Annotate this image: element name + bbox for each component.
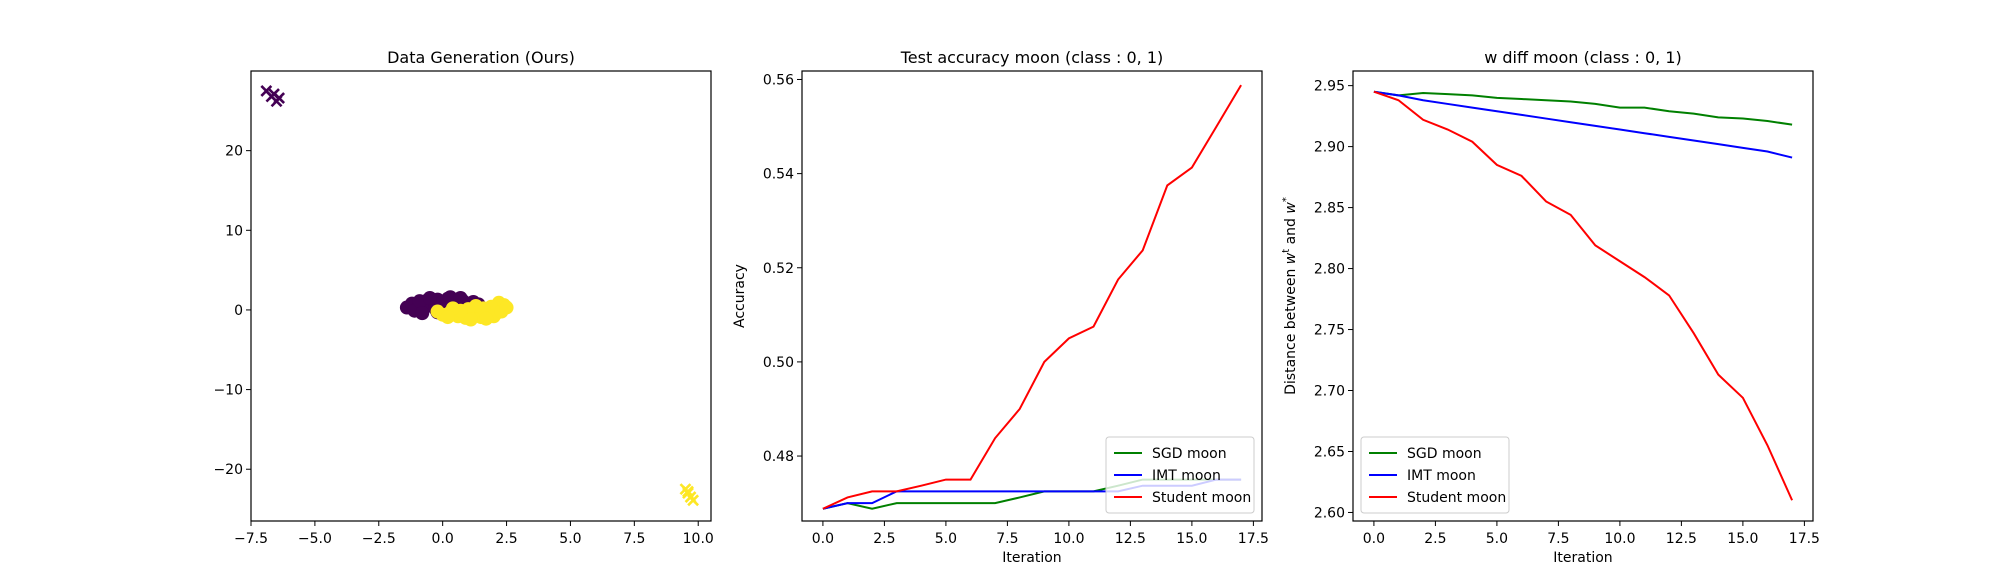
axes-frame <box>801 70 1263 522</box>
x-tick-label: 12.5 <box>1666 531 1697 547</box>
y-tick-label: −20 <box>213 462 243 478</box>
x-tick-label: 7.5 <box>1547 531 1569 547</box>
y-tick-label: 0.56 <box>763 72 794 88</box>
legend: SGD moon IMT moon Student moon <box>1105 436 1255 514</box>
x-tick-label: −5.0 <box>298 531 332 547</box>
y-tick-label: −10 <box>213 383 243 399</box>
y-tick-label: 0.54 <box>763 167 794 183</box>
axes-frame <box>1352 70 1814 522</box>
legend-box <box>1360 436 1510 514</box>
scatter-x-point <box>687 494 700 507</box>
legend-label: IMT moon <box>1407 468 1476 484</box>
x-tick-label: 15.0 <box>1727 531 1758 547</box>
chart-title: Data Generation (Ours) <box>387 48 575 67</box>
y-axis-label: Distance between wt and w* <box>1281 197 1299 395</box>
x-axis-label: Iteration <box>1553 550 1612 566</box>
scatter-point <box>479 311 494 326</box>
scatter-point <box>415 306 430 321</box>
y-tick-label: 0.48 <box>763 449 794 465</box>
y-tick-label: 2.75 <box>1314 323 1345 339</box>
x-tick-label: 10.0 <box>683 531 714 547</box>
series-line-student-moon <box>1373 90 1794 501</box>
series-line-sgd-moon <box>1373 90 1793 126</box>
legend-box <box>1105 436 1255 514</box>
x-tick-label: 10.0 <box>1604 531 1635 547</box>
scatter-point <box>463 312 478 327</box>
scatter-x-point <box>268 88 280 101</box>
x-axis-label: Iteration <box>1002 550 1061 566</box>
x-tick-label: 0.0 <box>812 531 834 547</box>
x-tick-label: 7.5 <box>623 531 645 547</box>
legend-label: SGD moon <box>1152 446 1227 462</box>
y-tick-label: 20 <box>225 144 243 160</box>
legend-label: Student moon <box>1407 490 1506 506</box>
chart-3: w diff moon (class : 0, 1) 0.0 2.5 5.0 7.5 10… <box>1281 48 1820 566</box>
scatter-point <box>499 300 514 315</box>
x-tick-label: 10.0 <box>1053 531 1084 547</box>
x-tick-label: −2.5 <box>362 531 396 547</box>
x-tick-label: 2.5 <box>495 531 517 547</box>
chart-2: Test accuracy moon (class : 0, 1) 0.0 2.5 5… <box>732 48 1269 566</box>
x-tick-label: 12.5 <box>1115 531 1146 547</box>
x-tick-label: −7.5 <box>234 531 268 547</box>
y-tick-label: 2.60 <box>1314 505 1345 521</box>
x-tick-label: 2.5 <box>873 531 895 547</box>
y-axis-label: Accuracy <box>732 264 748 328</box>
series-line-imt-moon <box>1373 90 1793 159</box>
x-tick-label: 0.0 <box>1363 531 1385 547</box>
y-tick-label: 10 <box>225 223 243 239</box>
x-tick-label: 7.5 <box>996 531 1018 547</box>
y-tick-label: 0 <box>234 303 243 319</box>
legend: SGD moon IMT moon Student moon <box>1360 436 1510 514</box>
legend-label: Student moon <box>1152 490 1251 506</box>
chart-1: Data Generation (Ours) −7.5 −5.0 −2.5 0.0 2.5… <box>213 48 713 547</box>
scatter-point <box>443 290 458 305</box>
x-tick-label: 15.0 <box>1176 531 1207 547</box>
series-line-student-moon <box>822 84 1242 510</box>
scatter-point <box>453 290 468 305</box>
y-tick-label: 2.70 <box>1314 384 1345 400</box>
y-tick-label: 2.65 <box>1314 444 1345 460</box>
y-tick-label: 0.50 <box>763 355 794 371</box>
x-tick-label: 5.0 <box>559 531 581 547</box>
y-tick-label: 0.52 <box>763 261 794 277</box>
y-tick-label: 2.85 <box>1314 201 1345 217</box>
chart-title: Test accuracy moon (class : 0, 1) <box>900 48 1164 67</box>
x-tick-label: 5.0 <box>935 531 957 547</box>
y-tick-label: 2.95 <box>1314 79 1345 95</box>
plot-area <box>260 84 700 507</box>
scatter-point <box>440 310 455 325</box>
x-tick-label: 0.0 <box>432 531 454 547</box>
plot-area <box>1373 90 1794 501</box>
x-tick-label: 2.5 <box>1424 531 1446 547</box>
x-tick-label: 5.0 <box>1486 531 1508 547</box>
legend-label: IMT moon <box>1152 468 1221 484</box>
x-tick-label: 17.5 <box>1238 531 1269 547</box>
axes-frame <box>250 70 712 522</box>
x-tick-label: 17.5 <box>1789 531 1820 547</box>
y-tick-label: 2.80 <box>1314 262 1345 278</box>
scatter-point <box>422 290 437 305</box>
y-tick-label: 2.90 <box>1314 140 1345 156</box>
legend-label: SGD moon <box>1407 446 1482 462</box>
scatter-x-point <box>682 485 694 498</box>
chart-title: w diff moon (class : 0, 1) <box>1484 48 1682 67</box>
